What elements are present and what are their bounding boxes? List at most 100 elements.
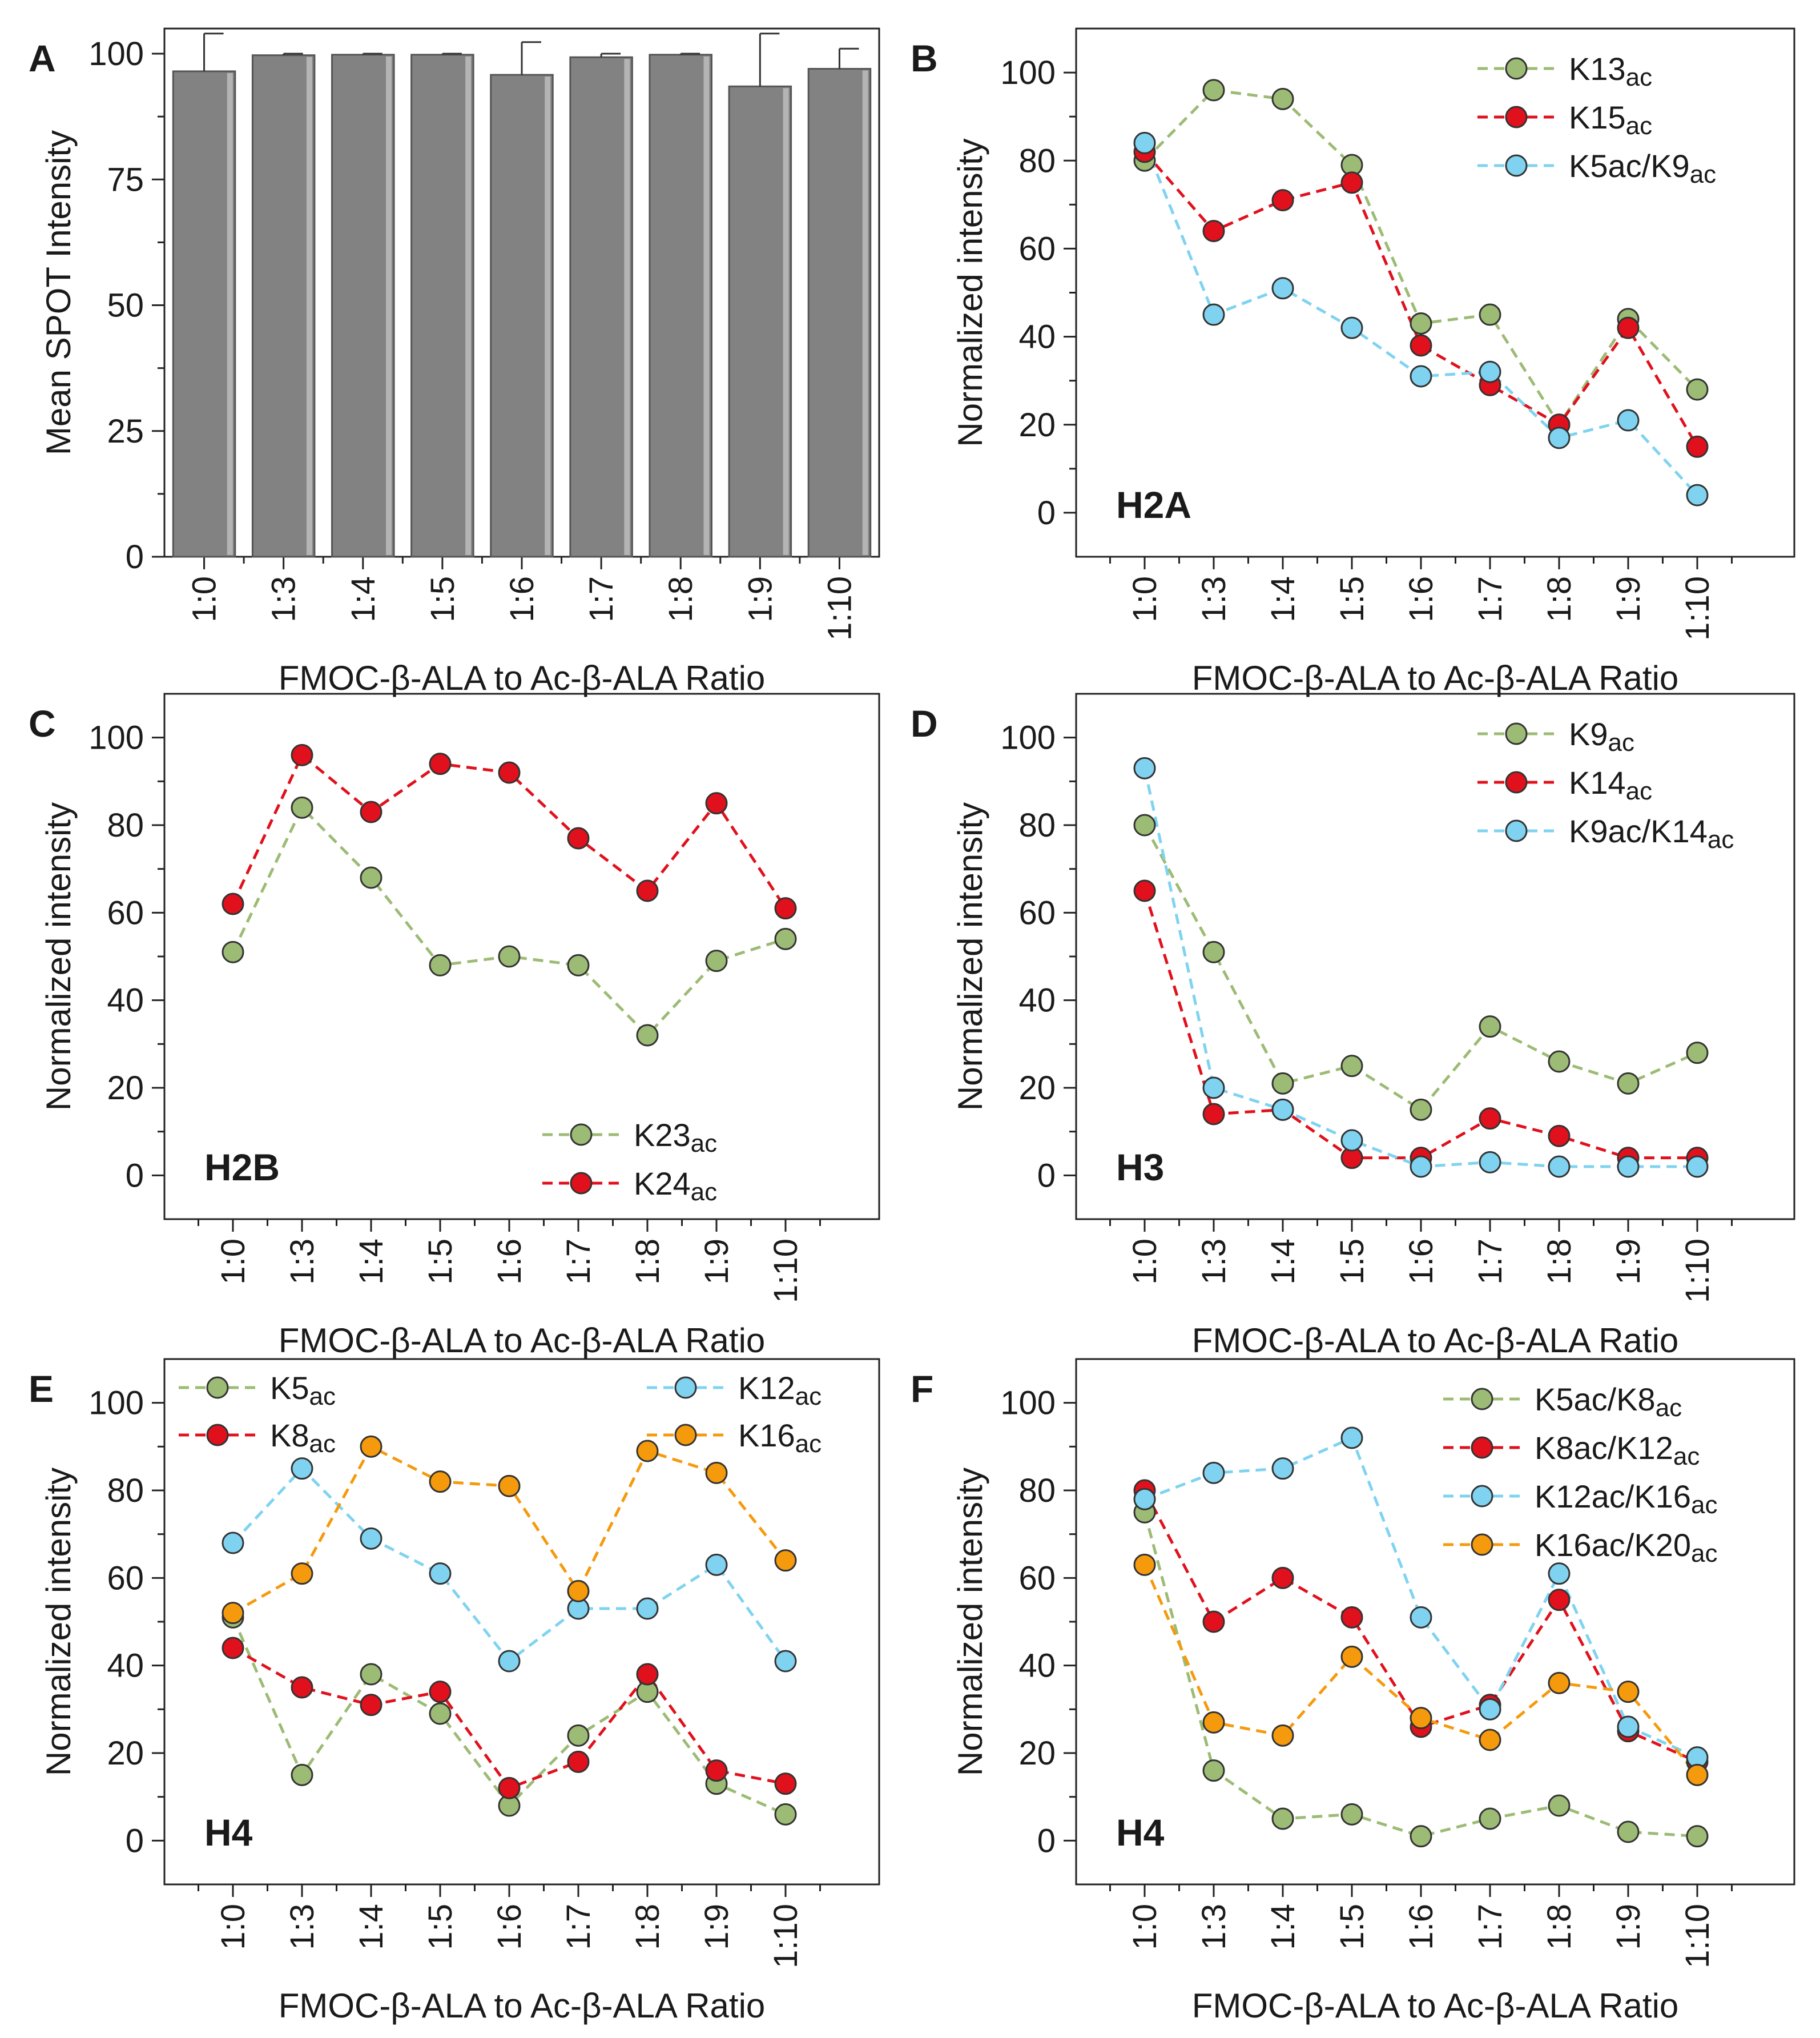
histone-label: H2A xyxy=(1116,484,1191,526)
data-point xyxy=(1133,1553,1156,1576)
data-point xyxy=(774,1650,797,1673)
y-tick-label: 60 xyxy=(1018,894,1056,931)
data-point xyxy=(567,1579,590,1602)
data-point xyxy=(429,954,452,976)
data-point xyxy=(1479,1729,1501,1751)
x-tick-label: 1:0 xyxy=(1126,1239,1163,1285)
legend-subscript: ac xyxy=(1626,777,1652,805)
bar-highlight xyxy=(624,59,630,555)
x-tick-label: 1:0 xyxy=(215,1239,252,1285)
data-point xyxy=(1548,1124,1571,1147)
legend-label: K12ac xyxy=(738,1370,822,1410)
y-tick-label: 40 xyxy=(107,1647,144,1685)
data-point xyxy=(1202,220,1225,243)
x-tick-label: 1:3 xyxy=(284,1239,321,1285)
legend-name: K5ac/K9 xyxy=(1569,148,1690,184)
legend-name: K12ac/K16 xyxy=(1535,1478,1691,1514)
legend-item: K23ac xyxy=(542,1117,717,1157)
data-point xyxy=(1271,1566,1294,1589)
legend-subscript: ac xyxy=(1656,1394,1682,1422)
legend-marker xyxy=(674,1376,697,1399)
x-tick-label: 1:5 xyxy=(1334,1904,1371,1950)
legend-name: K9 xyxy=(1569,716,1608,752)
bar xyxy=(490,74,554,558)
series-line xyxy=(231,805,786,1038)
y-tick-label: 20 xyxy=(1018,407,1056,444)
panel-letter: E xyxy=(29,1368,54,1410)
bar-highlight xyxy=(465,56,472,556)
x-tick-label: 1:7 xyxy=(560,1239,597,1285)
series-line xyxy=(232,1445,787,1614)
x-axis-label: FMOC-β-ALA to Ac-β-ALA Ratio xyxy=(1192,1987,1679,2025)
x-tick-label: 1:9 xyxy=(698,1904,735,1950)
data-point xyxy=(360,1694,382,1717)
legend-name: K8ac/K12 xyxy=(1535,1430,1673,1466)
data-point xyxy=(567,954,590,976)
data-point xyxy=(1548,1155,1571,1178)
legend-name: K9ac/K14 xyxy=(1569,813,1708,849)
y-tick-label: 60 xyxy=(1018,1559,1056,1597)
data-point xyxy=(1479,1151,1501,1173)
legend-subscript: ac xyxy=(1626,112,1652,140)
data-point xyxy=(1410,1155,1432,1178)
x-tick-label: 1:5 xyxy=(422,1904,459,1950)
plot-frame xyxy=(163,693,880,1220)
x-tick-label: 1:10 xyxy=(821,576,858,641)
legend-label: K16ac xyxy=(738,1417,822,1458)
bar-highlight xyxy=(386,56,392,556)
legend-name: K23 xyxy=(634,1117,691,1153)
legend-name: K24 xyxy=(634,1165,691,1201)
legend-label: K16ac/K20ac xyxy=(1535,1527,1717,1567)
legend-name: K5 xyxy=(270,1370,309,1406)
data-point xyxy=(360,866,382,889)
bar xyxy=(331,54,395,558)
data-point xyxy=(1202,1461,1225,1484)
data-point xyxy=(636,1440,659,1462)
x-tick-label: 1:6 xyxy=(1403,1904,1440,1950)
panel-letter: A xyxy=(29,37,56,79)
legend-label: K23ac xyxy=(634,1117,717,1157)
legend-label: K9ac xyxy=(1569,716,1634,757)
data-point xyxy=(1271,1072,1294,1095)
data-point xyxy=(1202,1076,1225,1099)
data-point xyxy=(291,1562,313,1585)
x-axis-label: FMOC-β-ALA to Ac-β-ALA Ratio xyxy=(1192,1321,1679,1360)
x-tick-label: 1:7 xyxy=(1472,1239,1509,1285)
y-tick-label: 20 xyxy=(1018,1070,1056,1107)
x-tick-label: 1:3 xyxy=(1195,1904,1233,1950)
data-point xyxy=(291,1763,313,1786)
data-point xyxy=(498,1650,521,1673)
y-tick-label: 75 xyxy=(107,161,144,198)
data-point xyxy=(1133,879,1156,902)
series-line xyxy=(1143,1512,1698,1838)
x-tick-label: 1:8 xyxy=(1541,576,1578,622)
data-point xyxy=(1479,1698,1501,1721)
legend-subscript: ac xyxy=(691,1129,717,1157)
y-tick-label: 60 xyxy=(107,1559,144,1597)
data-point xyxy=(1617,1072,1640,1095)
series-line xyxy=(1143,1564,1698,1776)
bar xyxy=(172,70,236,558)
legend-subscript: ac xyxy=(691,1178,717,1206)
x-tick-label: 1:4 xyxy=(353,1904,390,1950)
data-point xyxy=(636,879,659,902)
data-point xyxy=(1340,316,1363,339)
panel-C: 0 20 40 60 80 100 1:0 1:3 1:4 1:5 1:6 1:7 1:8 1:9 1:10… xyxy=(29,693,880,1360)
x-tick-label: 1:9 xyxy=(742,576,779,622)
x-tick-label: 1:4 xyxy=(1265,1239,1302,1285)
data-point xyxy=(1410,365,1432,388)
data-point xyxy=(1617,1715,1640,1738)
data-point xyxy=(1271,1098,1294,1121)
bar-highlight xyxy=(545,77,551,556)
panel-letter: D xyxy=(911,702,938,745)
data-point xyxy=(429,1702,452,1725)
legend-subscript: ac xyxy=(1690,160,1716,188)
legend-item: K5ac/K9ac xyxy=(1477,148,1716,188)
legend-marker xyxy=(1471,1436,1493,1459)
panel-letter: B xyxy=(911,37,938,79)
data-point xyxy=(1133,757,1156,779)
x-tick-label: 1:9 xyxy=(1610,1904,1647,1950)
legend-label: K8ac/K12ac xyxy=(1535,1430,1700,1470)
x-tick-label: 1:4 xyxy=(1265,1904,1302,1950)
